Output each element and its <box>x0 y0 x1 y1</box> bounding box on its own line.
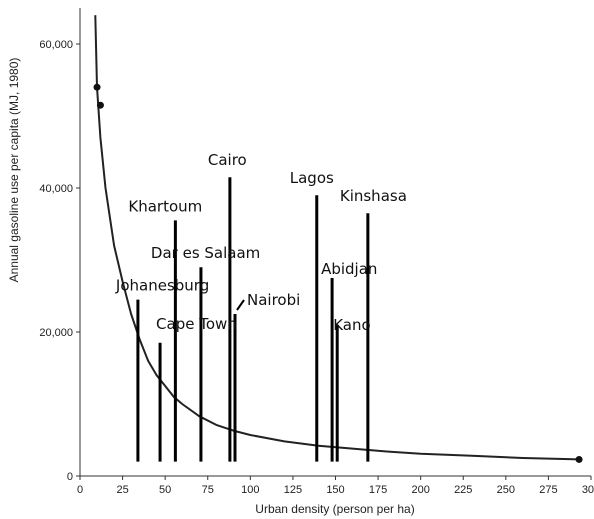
density-curve <box>94 15 580 461</box>
x-axis-title: Urban density (person per ha) <box>255 502 414 516</box>
x-tick-label: 250 <box>497 484 515 496</box>
y-tick-label: 40,000 <box>39 183 73 195</box>
y-tick-label: 0 <box>67 471 73 483</box>
x-tick-label: 25 <box>116 484 128 496</box>
x-tick-label: 275 <box>539 484 557 496</box>
data-point <box>93 83 101 91</box>
city-label-dar-es-salaam: Dar es Salaam <box>151 244 260 262</box>
x-tick-label: 225 <box>454 484 472 496</box>
city-labels: Johanesburg Cape Town Khartoum Dar es Salaa… <box>115 151 407 334</box>
city-bars <box>136 177 370 462</box>
axes <box>79 8 591 477</box>
nairobi-pointer <box>236 299 245 311</box>
y-axis-title: Annual gasoline use per capita (MJ, 1980… <box>7 58 21 283</box>
curve-layer <box>93 15 583 463</box>
ticks: 0 25 50 75 100 125 150 175 200 225 250 275 300 0 20,00… <box>39 39 594 496</box>
x-tick-label: 200 <box>411 484 429 496</box>
city-label-cairo: Cairo <box>208 151 247 169</box>
x-tick-label: 300 <box>582 484 594 496</box>
city-label-nairobi: Nairobi <box>247 291 300 309</box>
city-label-khartoum: Khartoum <box>128 197 202 215</box>
x-tick-label: 50 <box>159 484 171 496</box>
x-tick-label: 150 <box>326 484 344 496</box>
city-label-kano: Kano <box>333 316 370 334</box>
city-label-cape-town: Cape Town <box>156 315 237 333</box>
city-label-lagos: Lagos <box>290 169 334 187</box>
x-tick-label: 125 <box>284 484 302 496</box>
data-point <box>575 455 583 463</box>
city-label-johanesburg: Johanesburg <box>115 277 209 295</box>
y-tick-label: 20,000 <box>39 327 73 339</box>
y-tick-label: 60,000 <box>39 39 73 51</box>
city-label-kinshasa: Kinshasa <box>340 187 407 205</box>
x-tick-label: 75 <box>202 484 214 496</box>
data-point <box>96 101 104 109</box>
x-tick-label: 100 <box>241 484 259 496</box>
x-tick-label: 0 <box>77 484 83 496</box>
city-label-abidjan: Abidjan <box>321 260 377 278</box>
x-tick-label: 175 <box>369 484 387 496</box>
